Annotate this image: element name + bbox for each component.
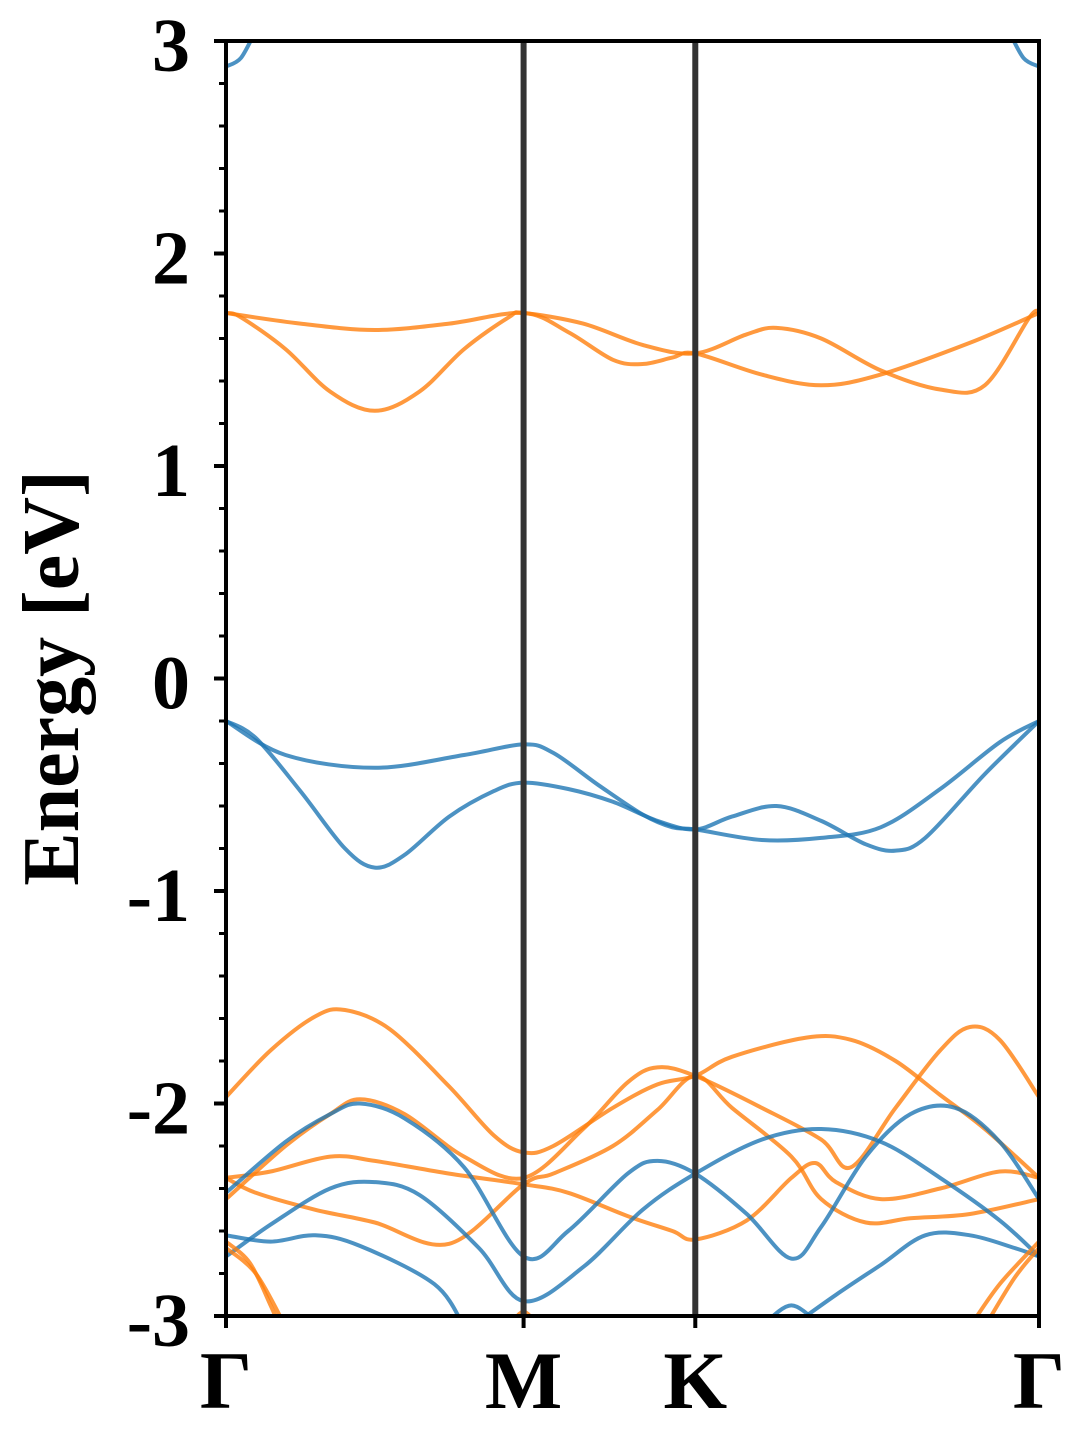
band-line-14 bbox=[770, 1303, 813, 1316]
band-lines bbox=[226, 41, 1039, 1316]
band-line-10 bbox=[226, 1101, 1039, 1262]
y-tick-label: -2 bbox=[127, 1067, 190, 1151]
plot-frame bbox=[224, 39, 1041, 1318]
x-tick-label: K bbox=[663, 1335, 727, 1426]
y-tick-label: 0 bbox=[152, 642, 190, 726]
x-tick-label: Γ bbox=[1013, 1335, 1065, 1426]
band-line-12 bbox=[226, 1233, 461, 1316]
band-line-1 bbox=[226, 310, 1039, 388]
band-line-5 bbox=[1011, 41, 1039, 69]
kpoint-divider-lines bbox=[520, 41, 699, 1316]
x-tick-label: Γ bbox=[200, 1335, 252, 1426]
y-tick-label: 3 bbox=[152, 4, 190, 88]
band-line-13 bbox=[802, 1230, 1039, 1316]
band-line-0 bbox=[226, 308, 1039, 413]
band-line-3 bbox=[226, 719, 1039, 843]
y-tick-label: 1 bbox=[152, 429, 190, 513]
y-tick-label: -1 bbox=[127, 854, 190, 938]
band-line-8 bbox=[226, 1154, 1039, 1242]
band-line-2 bbox=[226, 719, 1039, 870]
band-line-6 bbox=[226, 1007, 1039, 1180]
band-line-11 bbox=[226, 1126, 1039, 1304]
x-tick-label: M bbox=[485, 1335, 562, 1426]
band-line-9 bbox=[226, 1073, 1039, 1247]
band-line-7 bbox=[226, 1024, 1039, 1202]
y-tick-label: 2 bbox=[152, 217, 190, 301]
band-line-4 bbox=[226, 41, 253, 69]
y-tick-label: -3 bbox=[127, 1279, 190, 1363]
band-line-18 bbox=[974, 1239, 1039, 1316]
y-axis-label: Energy [eV] bbox=[8, 470, 96, 885]
y-axis-ticks: -3 -2 -1 0 1 2 3 bbox=[127, 4, 226, 1363]
